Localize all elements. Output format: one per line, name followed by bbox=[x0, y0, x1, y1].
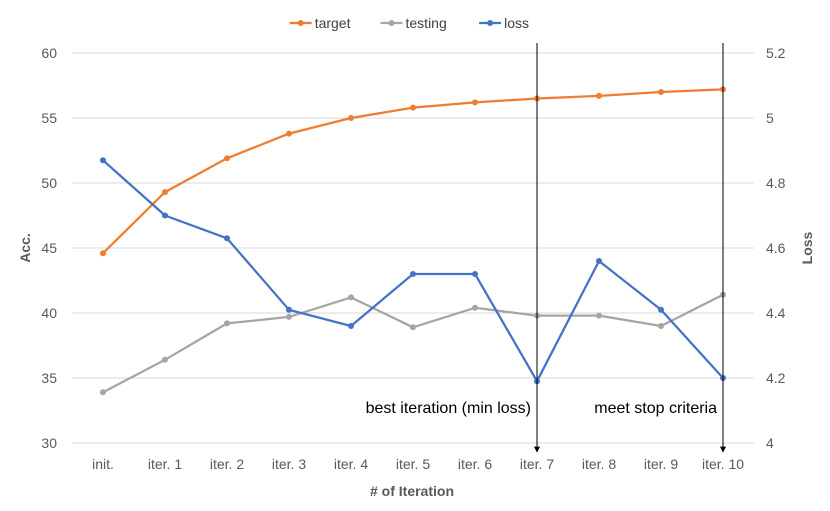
data-point-testing bbox=[596, 312, 602, 319]
legend-label: testing bbox=[406, 15, 447, 31]
y-tick-label: 35 bbox=[41, 370, 57, 386]
series-line-loss bbox=[102, 159, 724, 383]
annotations: best iteration (min loss) meet stop crite… bbox=[366, 43, 726, 453]
x-tick-label: iter. 2 bbox=[210, 456, 244, 472]
y2-tick-label: 5.2 bbox=[766, 45, 786, 61]
x-axis-title: # of Iteration bbox=[370, 483, 454, 499]
data-point-loss bbox=[658, 306, 664, 313]
x-tick-label: iter. 8 bbox=[582, 456, 616, 472]
legend-label: target bbox=[315, 15, 351, 31]
data-point-loss bbox=[162, 212, 168, 219]
data-point-loss bbox=[348, 323, 354, 329]
data-point-testing bbox=[658, 323, 664, 329]
legend-marker bbox=[297, 20, 304, 26]
x-axis-ticks: init. iter. 1 iter. 2 iter. 3 iter. 4 iter. 5… bbox=[92, 456, 744, 472]
left-axis-ticks: 30 35 40 45 50 55 60 bbox=[41, 45, 57, 451]
y-axis-title: Acc. bbox=[17, 233, 33, 263]
x-tick-label: iter. 10 bbox=[702, 456, 744, 472]
data-point-testing bbox=[472, 304, 478, 311]
series-line-target bbox=[102, 88, 724, 255]
x-tick-label: iter. 7 bbox=[520, 456, 554, 472]
x-tick-label: iter. 1 bbox=[148, 456, 182, 472]
y2-tick-label: 4.2 bbox=[766, 370, 786, 386]
annotation-label: meet stop criteria bbox=[594, 400, 717, 417]
y2-tick-label: 5 bbox=[766, 110, 774, 126]
y2-axis-title: Loss bbox=[799, 231, 815, 264]
data-point-target bbox=[224, 155, 230, 162]
legend-item-testing: testing bbox=[380, 15, 447, 31]
data-point-loss bbox=[472, 271, 478, 277]
legend-item-loss: loss bbox=[479, 15, 529, 31]
data-point-target bbox=[100, 250, 106, 257]
y2-tick-label: 4.4 bbox=[766, 305, 786, 321]
y-tick-label: 45 bbox=[41, 240, 57, 256]
series-lines bbox=[100, 86, 726, 396]
x-tick-label: iter. 4 bbox=[334, 456, 368, 472]
y-tick-label: 55 bbox=[41, 110, 57, 126]
legend: target testing loss bbox=[289, 15, 529, 31]
data-point-loss bbox=[100, 157, 106, 164]
x-tick-label: iter. 9 bbox=[644, 456, 678, 472]
data-point-target bbox=[348, 115, 354, 121]
data-point-testing bbox=[410, 324, 416, 331]
legend-marker bbox=[388, 20, 395, 26]
y-tick-label: 30 bbox=[41, 435, 57, 451]
y-tick-label: 40 bbox=[41, 305, 57, 321]
data-point-target bbox=[162, 189, 168, 196]
data-point-testing bbox=[100, 389, 106, 396]
data-point-testing bbox=[348, 294, 354, 301]
right-axis-ticks: 4 4.2 4.4 4.6 4.8 5 5.2 bbox=[766, 45, 786, 451]
data-point-loss bbox=[224, 235, 230, 242]
y-tick-label: 60 bbox=[41, 45, 57, 61]
data-point-testing bbox=[224, 320, 230, 327]
data-point-target bbox=[472, 99, 478, 106]
data-point-loss bbox=[286, 306, 292, 313]
x-tick-label: iter. 3 bbox=[272, 456, 306, 472]
data-point-target bbox=[596, 92, 602, 99]
y2-tick-label: 4.8 bbox=[766, 175, 786, 191]
data-point-target bbox=[286, 130, 292, 137]
y2-tick-label: 4.6 bbox=[766, 240, 786, 256]
x-tick-label: iter. 5 bbox=[396, 456, 430, 472]
x-tick-label: iter. 6 bbox=[458, 456, 492, 472]
legend-marker bbox=[487, 20, 494, 26]
annotation-label: best iteration (min loss) bbox=[366, 400, 531, 417]
data-point-loss bbox=[410, 271, 416, 277]
y-tick-label: 50 bbox=[41, 175, 57, 191]
data-point-testing bbox=[162, 356, 168, 363]
data-point-target bbox=[658, 89, 664, 95]
legend-item-target: target bbox=[289, 15, 351, 31]
data-point-target bbox=[410, 104, 416, 111]
y2-tick-label: 4 bbox=[766, 435, 774, 451]
data-point-loss bbox=[596, 258, 602, 264]
gridlines bbox=[72, 52, 754, 444]
legend-label: loss bbox=[504, 15, 529, 31]
x-tick-label: init. bbox=[92, 456, 114, 472]
data-point-testing bbox=[286, 313, 292, 320]
